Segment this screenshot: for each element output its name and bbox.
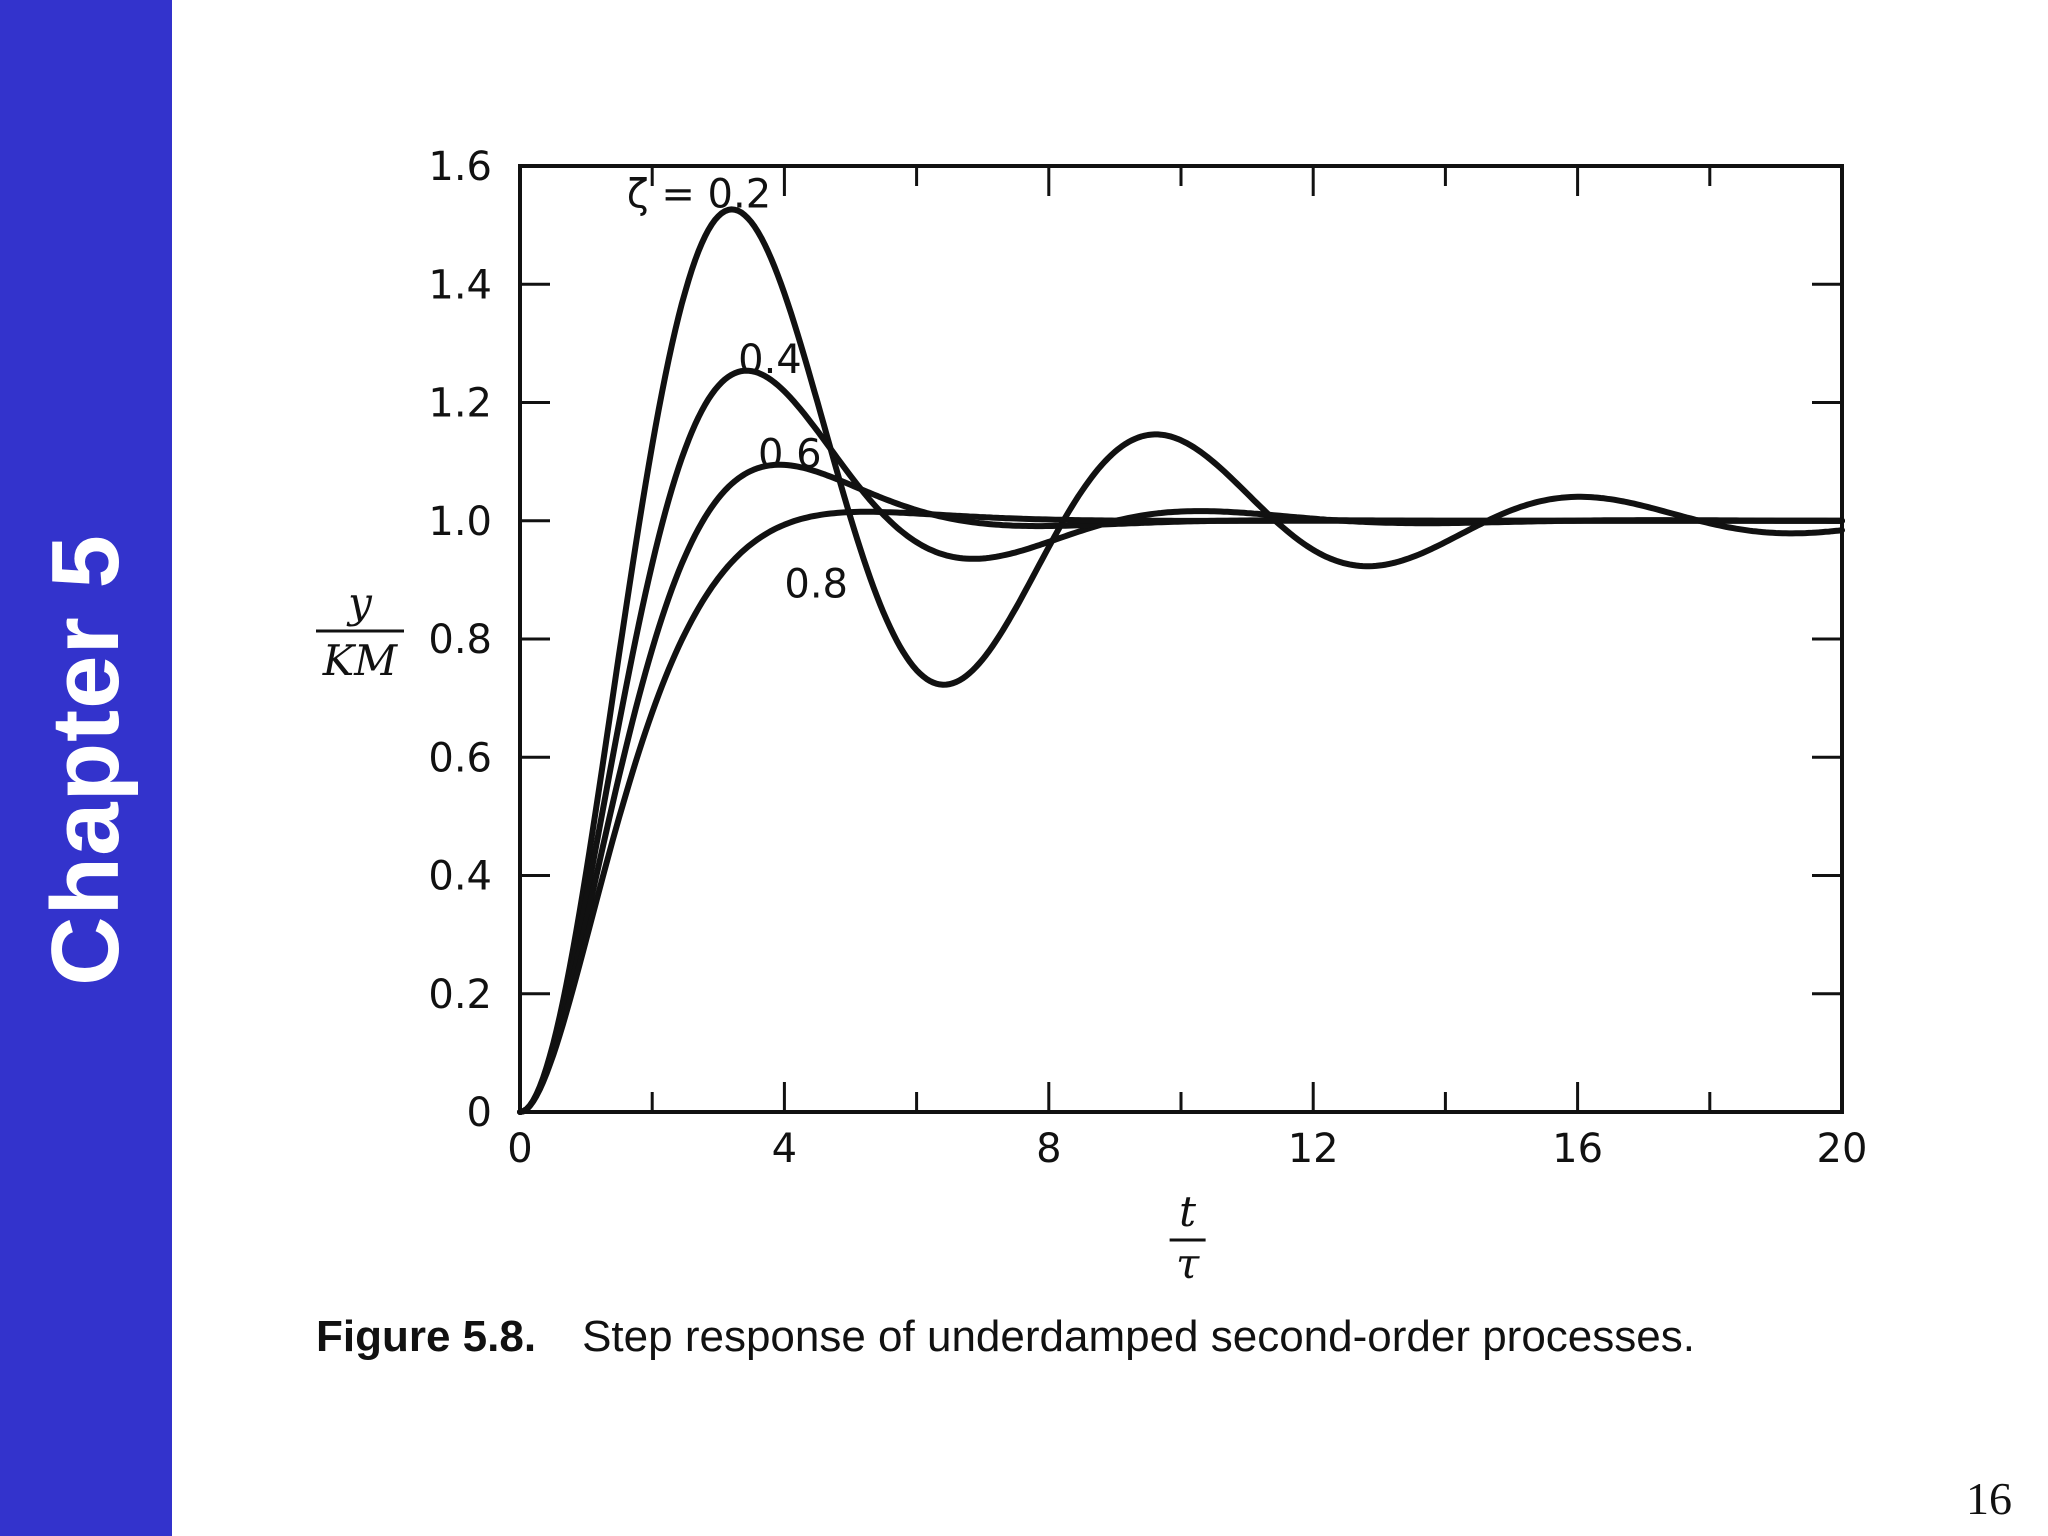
x-tick-label: 4 xyxy=(772,1126,797,1172)
y-tick-label: 1.2 xyxy=(428,381,492,427)
step-response-chart: 0 4 8 12 16 20 0 0.2 0.4 0.6 0.8 1.0 1.2 1.4 1.6 ζ = 0.… xyxy=(316,144,1867,1280)
x-tick-label: 20 xyxy=(1817,1126,1868,1172)
chapter-label: Chapter 5 xyxy=(32,534,139,986)
y-tick-label: 1.0 xyxy=(428,499,492,545)
series-line-zeta-0-4 xyxy=(517,367,1845,1115)
x-tick-label: 16 xyxy=(1552,1126,1603,1172)
series-line-zeta-0-6 xyxy=(517,461,1845,1115)
figure-caption: Figure 5.8. Step response of underdamped … xyxy=(316,1312,1695,1362)
y-tick-label: 0.8 xyxy=(428,617,492,663)
y-axis-label-numerator: y xyxy=(346,578,373,627)
chapter-sidebar: Chapter 5 xyxy=(0,0,172,1536)
x-axis-label-numerator: t xyxy=(1179,1187,1196,1236)
y-tick-label: 0.2 xyxy=(428,972,492,1018)
curve-label-zeta-0-6: 0.6 xyxy=(758,432,822,478)
series-line-zeta-0-2 xyxy=(517,206,1845,1115)
caption-figure-number: Figure 5.8. xyxy=(316,1312,537,1361)
curve-label-zeta-0-8: 0.8 xyxy=(784,562,848,608)
curve-label-zeta-0-4: 0.4 xyxy=(738,337,802,383)
y-tick-label: 0 xyxy=(467,1090,492,1136)
x-tick-label: 8 xyxy=(1036,1126,1061,1172)
caption-text: Step response of underdamped second-orde… xyxy=(582,1312,1695,1361)
y-axis-label-denominator: KM xyxy=(322,636,398,685)
curve-label-zeta-0-2: ζ = 0.2 xyxy=(627,171,771,217)
x-tick-label: 12 xyxy=(1288,1126,1339,1172)
x-axis-label-denominator: τ xyxy=(1176,1239,1200,1280)
series-line-zeta-0-8 xyxy=(517,508,1845,1115)
y-tick-label: 1.4 xyxy=(428,262,492,308)
x-tick-label: 0 xyxy=(507,1126,532,1172)
page-number: 16 xyxy=(1966,1473,2012,1524)
y-tick-label: 1.6 xyxy=(428,144,492,190)
y-tick-label: 0.6 xyxy=(428,735,492,781)
plot-frame xyxy=(518,164,1844,1114)
plot-layer: 0 4 8 12 16 20 0 0.2 0.4 0.6 0.8 1.0 1.2 1.4 1.6 ζ = 0.… xyxy=(316,144,1867,1280)
y-tick-label: 0.4 xyxy=(428,854,492,900)
